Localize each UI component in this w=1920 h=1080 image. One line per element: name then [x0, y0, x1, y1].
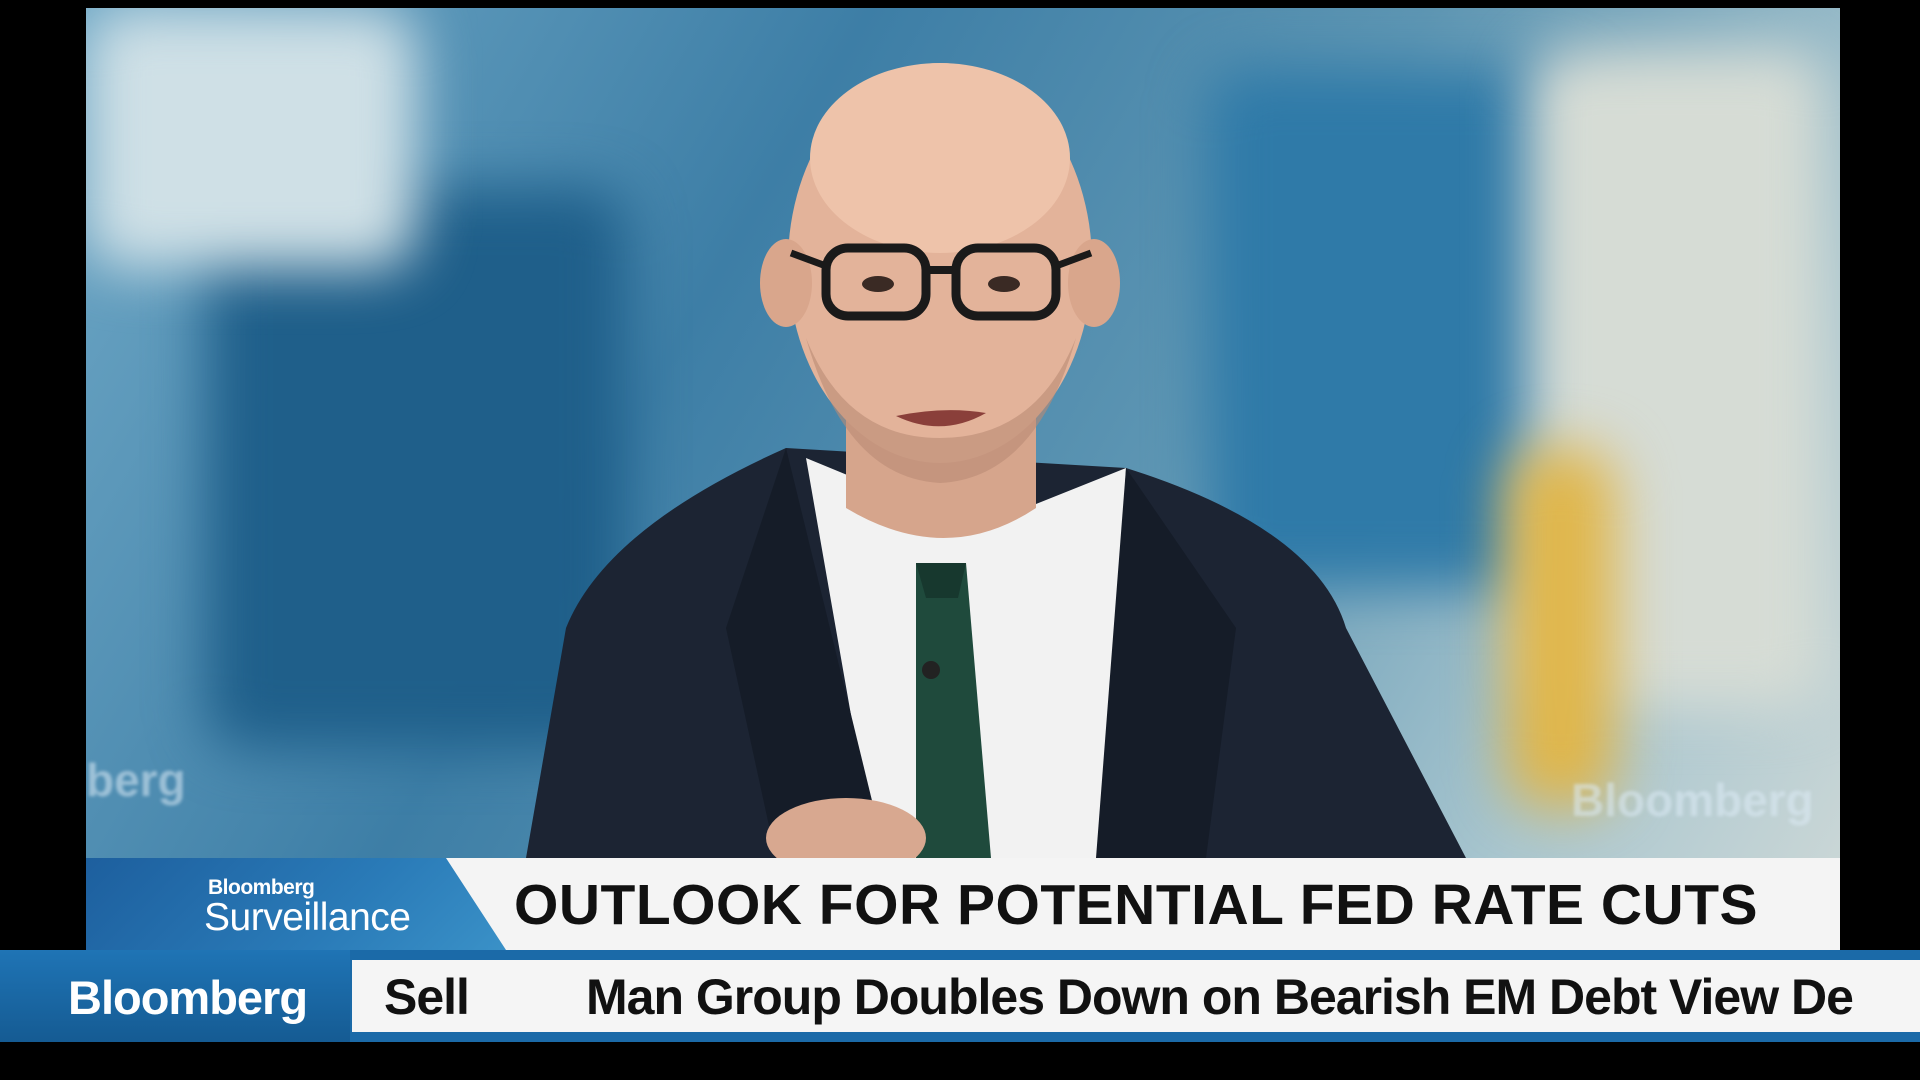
background-blur-dark: [206, 188, 626, 748]
news-ticker: Bloomberg Sell Man Group Doubles Down on…: [0, 950, 1920, 1042]
headline-text: OUTLOOK FOR POTENTIAL FED RATE CUTS: [514, 873, 1759, 937]
lower-third-banner: Bloomberg Surveillance OUTLOOK FOR POTEN…: [86, 858, 1840, 950]
ticker-brand-box: Bloomberg: [0, 950, 350, 1042]
ticker-headline-text: Man Group Doubles Down on Bearish EM Deb…: [586, 969, 1854, 1025]
ticker-category-label: Sell: [384, 969, 470, 1025]
ticker-strip: Sell Man Group Doubles Down on Bearish E…: [352, 960, 1920, 1032]
background-blur-light: [86, 8, 416, 268]
show-name-label: Surveillance: [204, 896, 411, 939]
anchor-figure: [526, 63, 1466, 858]
show-logo-box: Bloomberg Surveillance: [86, 858, 506, 950]
background-blur-yellow: [1506, 448, 1616, 808]
show-brand-label: Bloomberg: [208, 876, 315, 899]
ticker-brand-logo: Bloomberg: [68, 971, 308, 1024]
background-logo-left: berg: [86, 754, 186, 806]
background-logo-right: Bloomberg: [1571, 774, 1814, 826]
video-frame: berg Bloomberg: [86, 8, 1840, 858]
